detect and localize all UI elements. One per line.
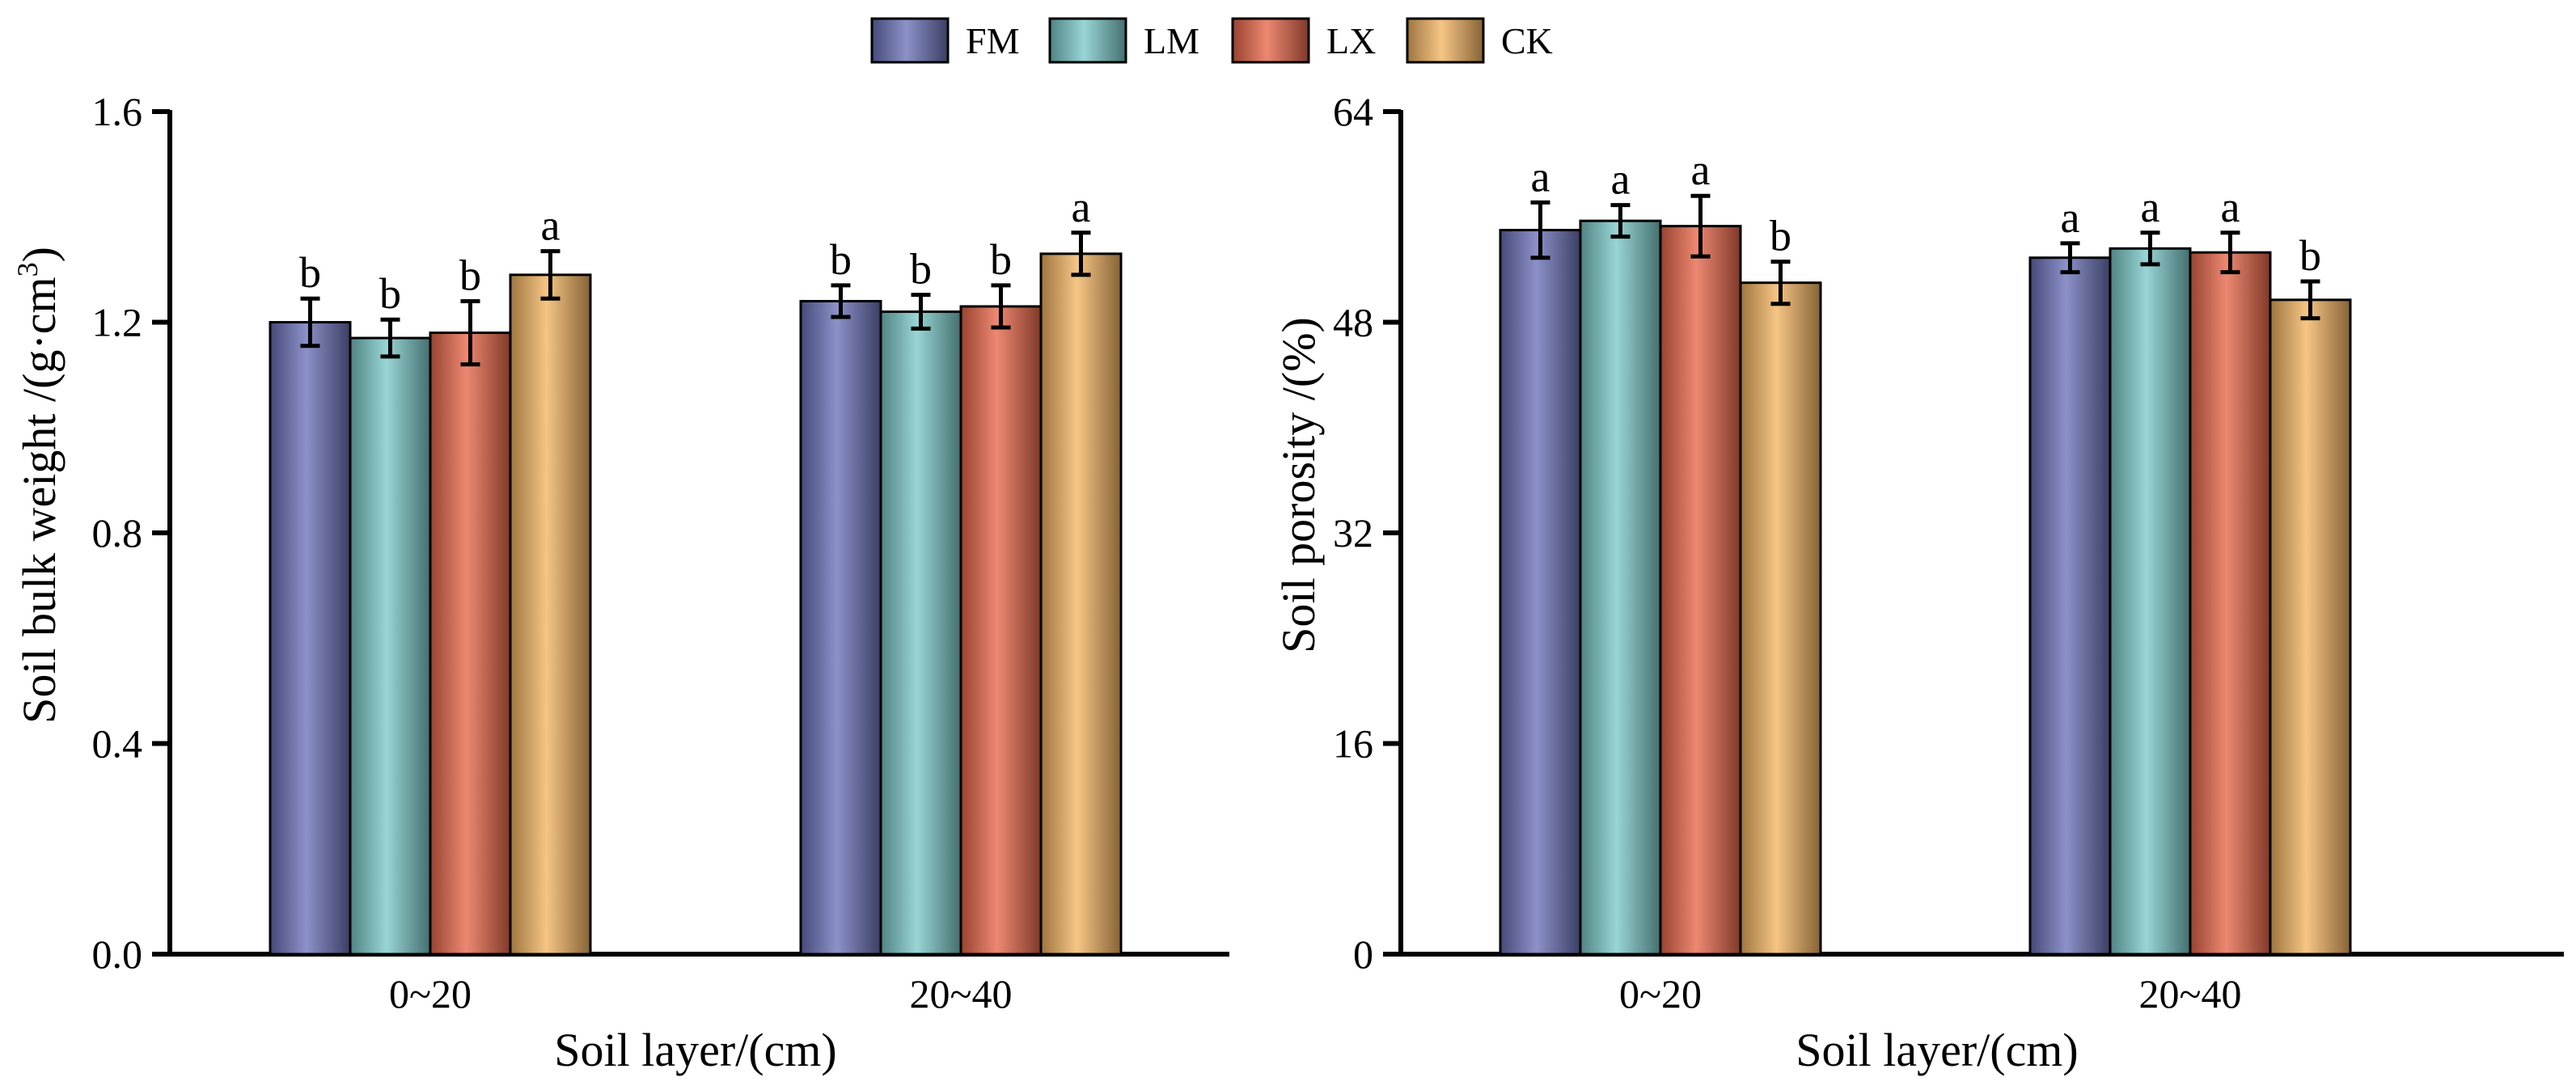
significance-letter: a <box>2061 193 2080 242</box>
error-bar <box>300 296 320 349</box>
y-tick-label: 48 <box>1333 300 1373 345</box>
error-bar <box>831 283 851 319</box>
significance-letter: a <box>1691 146 1711 194</box>
significance-letter: b <box>910 245 932 294</box>
porosity-chart: Soil porosity /(%) Soil layer/(cm) 0 16 32… <box>1272 89 2564 1076</box>
error-bar <box>1071 230 1091 277</box>
error-bar <box>2220 230 2240 275</box>
bar-lx-20~40 <box>959 305 1043 956</box>
bar-ck-20~40 <box>1039 252 1123 956</box>
y-tick-label: 32 <box>1333 510 1373 556</box>
significance-letter: b <box>990 235 1012 284</box>
error-bar <box>540 249 560 301</box>
y-tick-label: 0.8 <box>92 510 143 556</box>
bar-lm-20~40 <box>2109 247 2192 956</box>
legend-swatch-lm <box>1048 17 1127 64</box>
y-axis-title: Soil bulk weight /(g·cm3) <box>11 247 66 724</box>
bar-fm-20~40 <box>799 299 882 956</box>
bulk-weight-chart: Soil bulk weight /(g·cm3) Soil layer/(cm… <box>11 89 1229 1076</box>
significance-letter: a <box>541 201 560 250</box>
legend-label-lx: LX <box>1326 20 1376 61</box>
legend-item-ck: CK <box>1406 17 1553 64</box>
error-bar <box>2300 279 2320 321</box>
error-bar <box>1530 200 1550 260</box>
legend-swatch-fm <box>870 17 950 64</box>
bar-lm-20~40 <box>879 310 962 956</box>
error-bar <box>991 283 1011 330</box>
legend-swatch-lx <box>1231 17 1310 64</box>
y-tick-label: 0 <box>1353 932 1373 977</box>
x-axis-title: Soil layer/(cm) <box>554 1024 837 1076</box>
legend: FM LM LX CK <box>870 17 1553 64</box>
y-tick-label: 0.4 <box>92 721 143 767</box>
x-tick-label: 20~40 <box>909 971 1012 1016</box>
significance-letter: b <box>459 251 481 299</box>
x-tick-label: 0~20 <box>1619 971 1702 1016</box>
bar-lx-0~20 <box>1659 225 1742 956</box>
significance-letter: b <box>830 235 852 284</box>
error-bar <box>1690 193 1711 259</box>
bar-fm-20~40 <box>2028 256 2112 956</box>
significance-letter: b <box>379 269 401 318</box>
bar-lx-20~40 <box>2189 251 2272 956</box>
error-bar <box>1610 203 1631 239</box>
error-bar <box>2140 230 2160 267</box>
bar-ck-20~40 <box>2269 298 2352 956</box>
error-bar <box>380 317 400 359</box>
error-bar <box>1770 260 1791 306</box>
legend-item-lx: LX <box>1231 17 1376 64</box>
legend-label-lm: LM <box>1144 20 1199 61</box>
significance-letter: a <box>1611 155 1631 204</box>
y-tick-label: 64 <box>1333 89 1373 134</box>
significance-letter: b <box>2299 231 2321 280</box>
significance-letter: a <box>1072 183 1091 231</box>
error-bar <box>2060 241 2080 275</box>
legend-item-fm: FM <box>870 17 1019 64</box>
bar-lx-0~20 <box>429 332 512 956</box>
y-tick-label: 0.0 <box>92 932 143 977</box>
bar-fm-0~20 <box>1499 229 1582 956</box>
x-axis-title: Soil layer/(cm) <box>1796 1024 2079 1076</box>
legend-label-ck: CK <box>1501 20 1553 61</box>
bar-ck-0~20 <box>509 273 592 956</box>
significance-letter: b <box>1770 212 1791 260</box>
y-tick-label: 1.2 <box>92 300 143 345</box>
legend-label-fm: FM <box>966 20 1019 61</box>
x-tick-label: 0~20 <box>389 971 472 1016</box>
error-bar <box>460 298 480 367</box>
bar-fm-0~20 <box>269 321 352 956</box>
legend-item-lm: LM <box>1048 17 1199 64</box>
x-tick-label: 20~40 <box>2138 971 2241 1016</box>
significance-letter: a <box>2141 183 2160 231</box>
significance-letter: b <box>299 248 321 297</box>
significance-letter: a <box>1531 152 1550 201</box>
bar-lm-0~20 <box>349 336 432 956</box>
error-bar <box>911 293 931 331</box>
y-tick-label: 16 <box>1333 721 1373 767</box>
significance-letter: a <box>2221 183 2240 231</box>
legend-swatch-ck <box>1406 17 1485 64</box>
bar-lm-0~20 <box>1579 219 1662 956</box>
bar-ck-0~20 <box>1739 281 1822 956</box>
y-tick-label: 1.6 <box>92 89 143 134</box>
y-axis-title: Soil porosity /(%) <box>1272 317 1325 653</box>
